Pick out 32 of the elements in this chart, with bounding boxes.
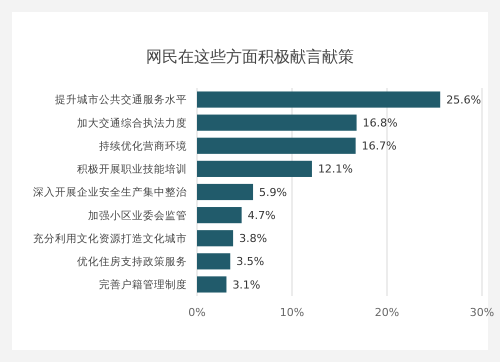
bar	[197, 276, 226, 293]
data-label: 25.6%	[446, 93, 482, 106]
y-tick-label: 优化住房支持政策服务	[77, 255, 187, 268]
y-tick-label: 完善户籍管理制度	[99, 278, 187, 292]
x-tick-label: 20%	[374, 306, 400, 319]
x-tick-label: 10%	[280, 306, 304, 319]
bar	[197, 184, 254, 200]
bar	[197, 253, 230, 270]
x-tick-label: 30%	[470, 306, 494, 319]
data-label: 16.8%	[362, 116, 398, 130]
data-label: 5.9%	[259, 186, 288, 199]
bar	[197, 160, 312, 177]
data-label: 3.8%	[239, 232, 268, 246]
y-tick-label: 充分利用文化资源打造文化城市	[33, 232, 187, 245]
y-tick-label: 加大交通综合执法力度	[77, 116, 187, 130]
bar	[197, 138, 356, 154]
x-tick-label: 0%	[188, 306, 206, 319]
y-tick-label: 提升城市公共交通服务水平	[55, 93, 187, 106]
data-label: 16.7%	[362, 140, 397, 153]
data-label: 4.7%	[248, 208, 276, 222]
bar	[197, 207, 242, 224]
data-label: 3.1%	[232, 278, 260, 292]
y-tick-label: 积极开展职业技能培训	[77, 162, 187, 176]
data-label: 12.1%	[318, 162, 353, 176]
y-tick-label: 深入开展企业安全生产集中整治	[33, 186, 187, 199]
y-tick-label: 加强小区业委会监管	[88, 208, 187, 222]
bar	[197, 114, 357, 131]
y-tick-label: 持续优化营商环境	[99, 139, 187, 152]
data-label: 3.5%	[236, 255, 264, 268]
chart-title: 网民在这些方面积极献言献策	[146, 47, 354, 66]
bar	[197, 230, 234, 246]
bar	[197, 91, 440, 108]
